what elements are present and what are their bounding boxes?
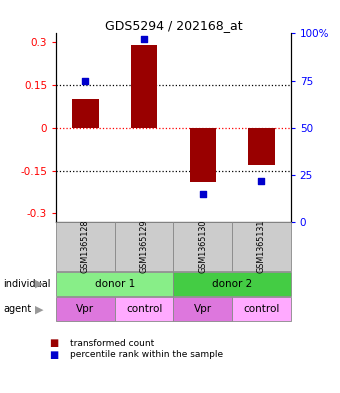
Bar <box>248 128 275 165</box>
Bar <box>131 45 157 128</box>
Text: Vpr: Vpr <box>76 304 95 314</box>
Bar <box>189 128 216 182</box>
Text: Vpr: Vpr <box>194 304 212 314</box>
Text: control: control <box>126 304 162 314</box>
Text: GSM1365130: GSM1365130 <box>198 220 207 273</box>
Text: GSM1365128: GSM1365128 <box>81 220 90 274</box>
Title: GDS5294 / 202168_at: GDS5294 / 202168_at <box>105 19 242 32</box>
Point <box>141 36 147 42</box>
Text: donor 1: donor 1 <box>95 279 135 289</box>
Text: GSM1365131: GSM1365131 <box>257 220 266 273</box>
Text: agent: agent <box>3 304 32 314</box>
Text: percentile rank within the sample: percentile rank within the sample <box>70 351 223 359</box>
Text: ▶: ▶ <box>35 304 44 314</box>
Text: control: control <box>243 304 279 314</box>
Text: donor 2: donor 2 <box>212 279 252 289</box>
Text: ▶: ▶ <box>35 279 44 289</box>
Point <box>200 191 205 197</box>
Point <box>259 177 264 184</box>
Point <box>83 77 88 84</box>
Text: individual: individual <box>3 279 51 289</box>
Text: ■: ■ <box>49 338 58 348</box>
Text: transformed count: transformed count <box>70 339 154 347</box>
Bar <box>72 99 99 128</box>
Text: ■: ■ <box>49 350 58 360</box>
Text: GSM1365129: GSM1365129 <box>140 220 149 274</box>
